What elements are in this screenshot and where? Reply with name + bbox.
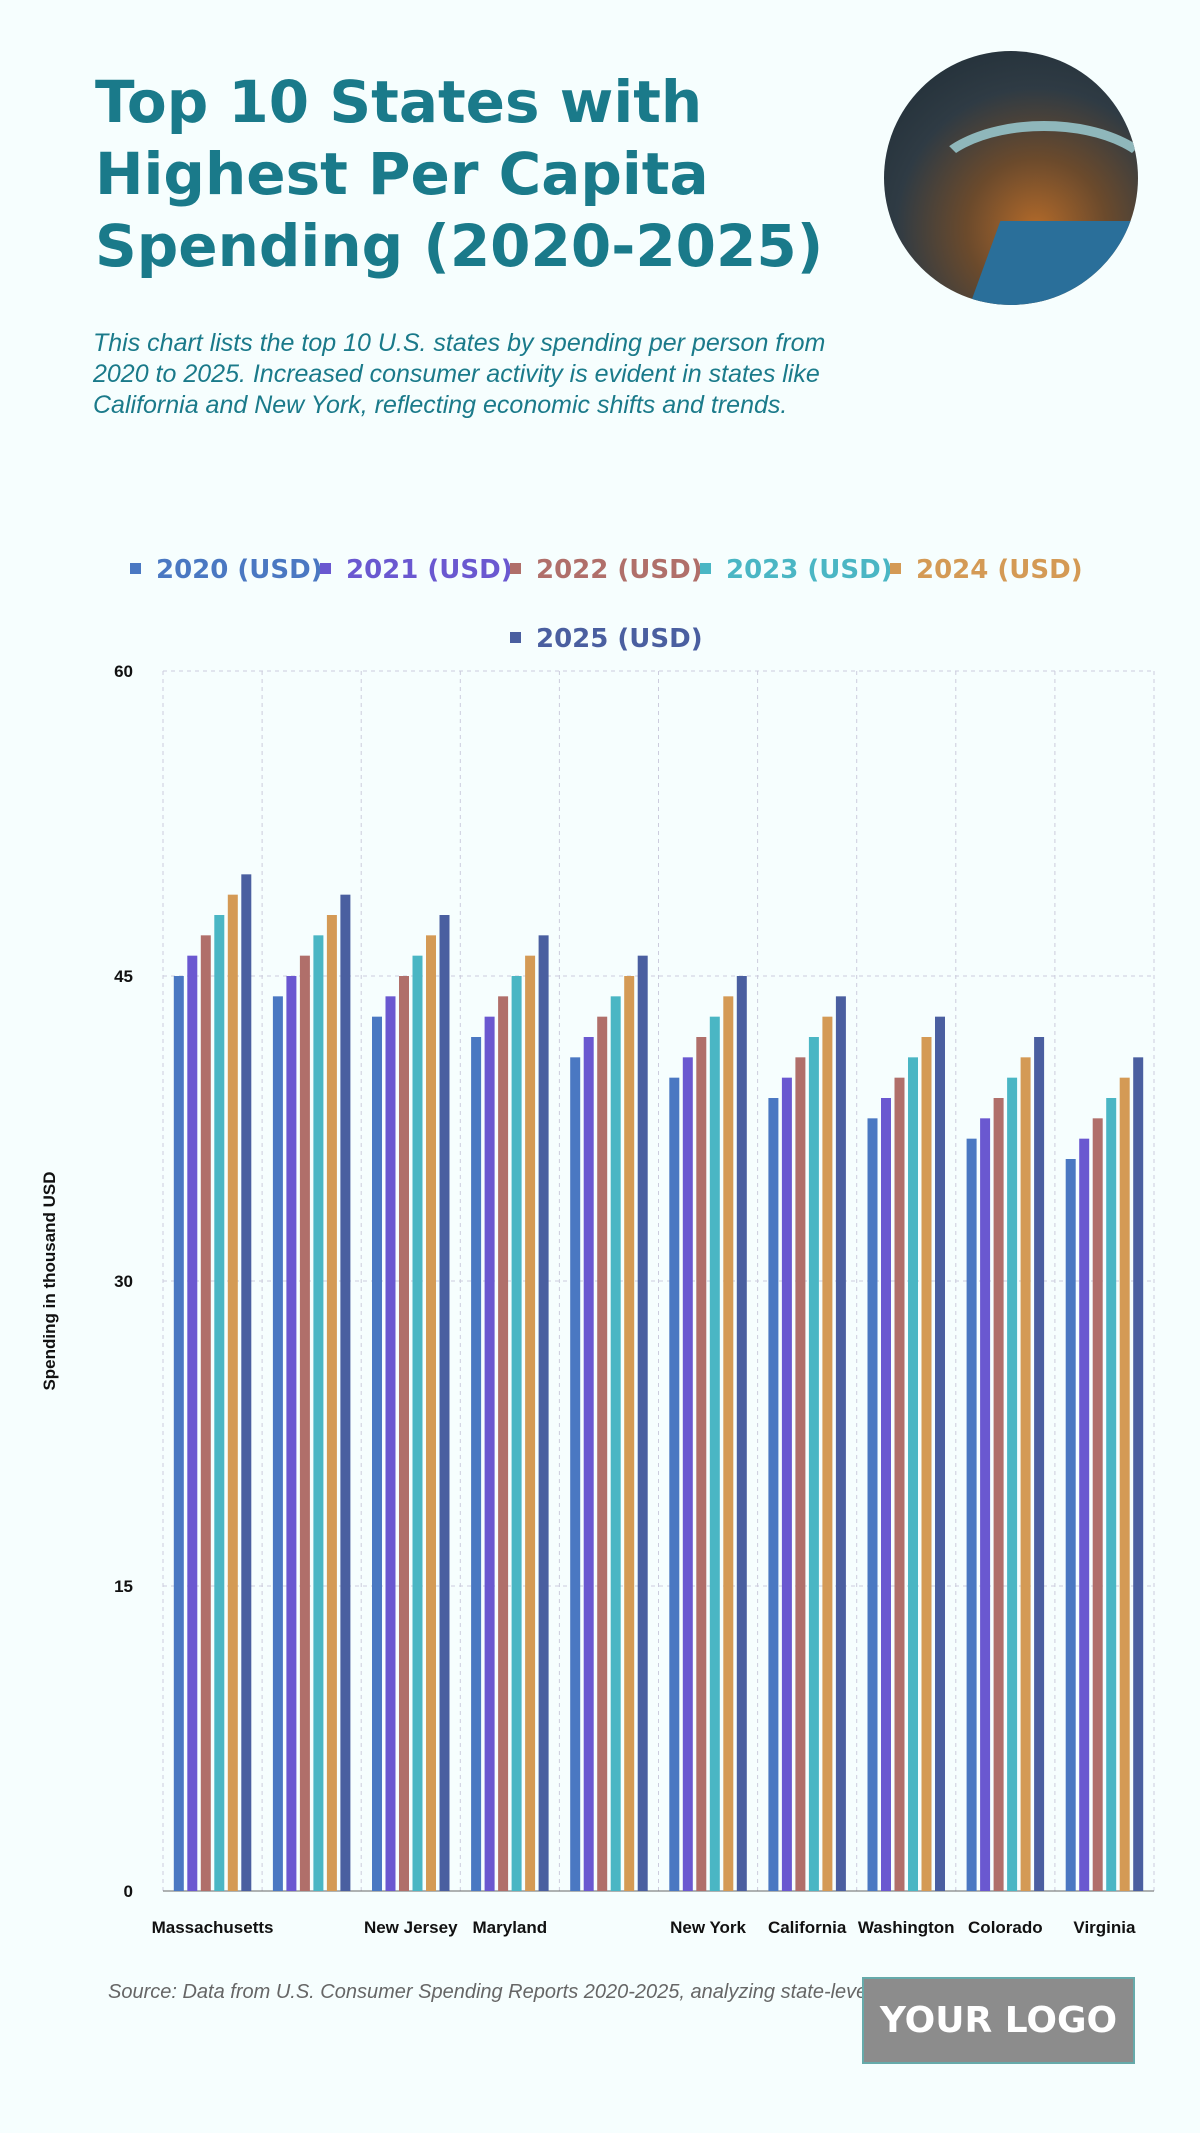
y-tick-label: 0 bbox=[124, 1882, 133, 1901]
bar--4 bbox=[624, 976, 635, 1891]
bar-maryland-0 bbox=[471, 1037, 482, 1891]
bar-maryland-5 bbox=[538, 935, 549, 1891]
bar-california-5 bbox=[835, 996, 846, 1891]
x-tick-label: Virginia bbox=[1073, 1918, 1136, 1937]
legend-swatch bbox=[510, 563, 521, 574]
bar-new-jersey-0 bbox=[372, 1016, 382, 1891]
bar-colorado-3 bbox=[1007, 1077, 1018, 1891]
bar-new-york-3 bbox=[709, 1016, 720, 1891]
bar-washington-5 bbox=[935, 1016, 945, 1891]
x-tick-label: Massachusetts bbox=[152, 1918, 274, 1937]
legend-label: 2020 (USD) bbox=[156, 555, 323, 585]
y-axis-title: Spending in thousand USD bbox=[40, 1171, 59, 1390]
bar-massachusetts-4 bbox=[227, 894, 238, 1891]
bar-new-jersey-2 bbox=[399, 976, 409, 1891]
x-tick-label: Washington bbox=[858, 1918, 955, 1937]
bar-virginia-4 bbox=[1119, 1077, 1130, 1891]
bar-new-york-5 bbox=[736, 976, 747, 1891]
bar-california-1 bbox=[781, 1077, 792, 1891]
bar--5 bbox=[340, 894, 351, 1891]
legend-swatch bbox=[700, 563, 711, 574]
x-tick-label: Maryland bbox=[473, 1918, 548, 1937]
bar-maryland-1 bbox=[484, 1016, 495, 1891]
bar-new-york-4 bbox=[723, 996, 734, 1891]
bar-maryland-4 bbox=[525, 955, 536, 1891]
bar-virginia-2 bbox=[1092, 1118, 1103, 1891]
bar--0 bbox=[272, 996, 283, 1891]
bar-california-4 bbox=[822, 1016, 833, 1891]
bar-colorado-2 bbox=[993, 1098, 1004, 1891]
bar-california-0 bbox=[768, 1098, 779, 1891]
bar-chart: 2020 (USD) 2021 (USD) 2022 (USD) 2023 (USD)… bbox=[40, 555, 1155, 1937]
legend-swatch bbox=[320, 563, 331, 574]
page-title: Top 10 States with Highest Per Capita Sp… bbox=[95, 68, 824, 280]
bar--2 bbox=[597, 1016, 608, 1891]
bar-colorado-5 bbox=[1034, 1037, 1045, 1891]
x-tick-label: California bbox=[768, 1918, 847, 1937]
bar--0 bbox=[570, 1057, 581, 1891]
mall-photo bbox=[884, 51, 1138, 305]
legend-label: 2025 (USD) bbox=[536, 624, 703, 654]
bar-virginia-3 bbox=[1106, 1098, 1117, 1891]
bar--4 bbox=[326, 915, 337, 1891]
logo-placeholder: YOUR LOGO bbox=[862, 1977, 1135, 2064]
bar--1 bbox=[583, 1037, 594, 1891]
bar-massachusetts-0 bbox=[173, 976, 184, 1891]
bar-colorado-1 bbox=[980, 1118, 991, 1891]
x-tick-label: New Jersey bbox=[364, 1918, 458, 1937]
bar-new-jersey-4 bbox=[426, 935, 436, 1891]
bar-new-jersey-3 bbox=[412, 955, 423, 1891]
subtitle: This chart lists the top 10 U.S. states … bbox=[93, 329, 826, 419]
bar-massachusetts-5 bbox=[241, 874, 252, 1891]
legend-swatch bbox=[510, 632, 521, 643]
bar-virginia-0 bbox=[1065, 1159, 1076, 1891]
bar-california-3 bbox=[808, 1037, 819, 1891]
y-tick-label: 30 bbox=[114, 1272, 133, 1291]
legend-label: 2021 (USD) bbox=[346, 555, 513, 585]
bar-california-2 bbox=[795, 1057, 806, 1891]
bar-washington-4 bbox=[921, 1037, 932, 1891]
x-tick-label: Colorado bbox=[968, 1918, 1043, 1937]
bar--3 bbox=[610, 996, 621, 1891]
bar-virginia-5 bbox=[1133, 1057, 1144, 1891]
bar-maryland-3 bbox=[511, 976, 522, 1891]
bar-massachusetts-3 bbox=[214, 915, 225, 1891]
legend-label: 2024 (USD) bbox=[916, 555, 1083, 585]
legend-swatch bbox=[130, 563, 141, 574]
bar-colorado-0 bbox=[966, 1138, 977, 1891]
bar-new-jersey-5 bbox=[439, 915, 450, 1891]
bar-washington-0 bbox=[867, 1118, 878, 1891]
legend-label: 2022 (USD) bbox=[536, 555, 703, 585]
bar-washington-1 bbox=[881, 1098, 891, 1891]
legend-label: 2023 (USD) bbox=[726, 555, 893, 585]
y-tick-label: 60 bbox=[114, 662, 133, 681]
bar--5 bbox=[637, 955, 648, 1891]
bar-new-york-1 bbox=[682, 1057, 693, 1891]
bar-colorado-4 bbox=[1020, 1057, 1031, 1891]
bar-maryland-2 bbox=[498, 996, 509, 1891]
x-tick-label: New York bbox=[670, 1918, 746, 1937]
bar--2 bbox=[299, 955, 310, 1891]
bar-new-york-2 bbox=[696, 1037, 707, 1891]
y-tick-label: 45 bbox=[114, 967, 133, 986]
bar-new-jersey-1 bbox=[385, 996, 396, 1891]
bar--3 bbox=[313, 935, 324, 1891]
bar-massachusetts-1 bbox=[187, 955, 198, 1891]
bar--1 bbox=[286, 976, 297, 1891]
source-note: Source: Data from U.S. Consumer Spending… bbox=[108, 1981, 1069, 2003]
legend-swatch bbox=[890, 563, 901, 574]
bar-washington-3 bbox=[908, 1057, 918, 1891]
bar-washington-2 bbox=[894, 1077, 905, 1891]
bar-virginia-1 bbox=[1079, 1138, 1090, 1891]
y-tick-label: 15 bbox=[114, 1577, 133, 1596]
bar-massachusetts-2 bbox=[200, 935, 211, 1891]
bar-new-york-0 bbox=[669, 1077, 680, 1891]
